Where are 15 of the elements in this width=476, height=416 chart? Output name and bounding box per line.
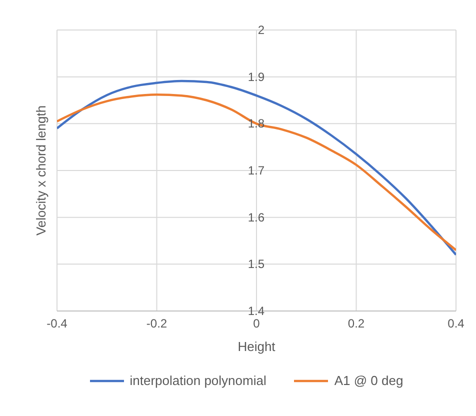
x-tick-label: 0 xyxy=(253,316,260,331)
y-tick-label: 1.4 xyxy=(248,304,265,318)
x-tick-label: 0.4 xyxy=(448,316,465,331)
x-axis-title: Height xyxy=(238,339,276,354)
legend-label: interpolation polynomial xyxy=(128,373,266,388)
x-tick-label: 0.2 xyxy=(348,316,365,331)
y-tick-label: 1.5 xyxy=(248,257,265,272)
y-tick-label: 1.7 xyxy=(248,164,265,178)
y-tick-label: 2 xyxy=(258,23,265,37)
x-tick-label: -0.2 xyxy=(146,316,168,331)
x-tick-label: -0.4 xyxy=(46,316,68,331)
y-tick-label: 1.6 xyxy=(248,210,265,224)
legend-label: A1 @ 0 deg xyxy=(333,373,404,388)
y-axis-title: Velocity x chord length xyxy=(34,105,49,236)
y-tick-label: 1.9 xyxy=(248,70,265,84)
